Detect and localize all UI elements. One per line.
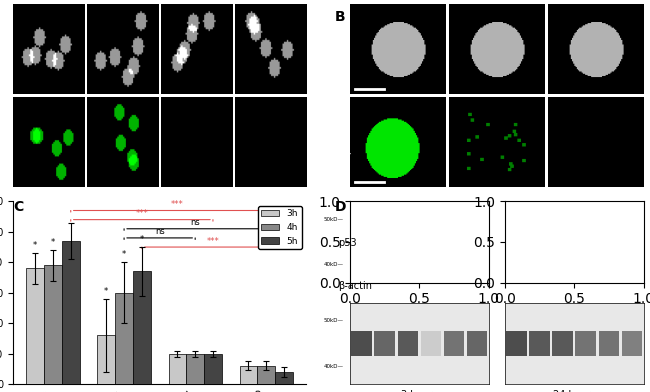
Bar bbox=[398, 230, 418, 254]
Text: C: C bbox=[13, 200, 23, 214]
Title: Cisplatin: Cisplatin bbox=[32, 0, 66, 3]
Text: *: * bbox=[104, 287, 109, 296]
Text: A: A bbox=[13, 10, 24, 24]
Bar bbox=[62, 241, 80, 384]
Text: 50kD—: 50kD— bbox=[323, 318, 343, 323]
Bar bbox=[44, 265, 62, 384]
Text: 40kD—: 40kD— bbox=[323, 262, 343, 267]
Bar bbox=[443, 331, 464, 356]
Bar bbox=[621, 331, 642, 356]
Y-axis label: γH2AX: γH2AX bbox=[1, 129, 10, 155]
Bar bbox=[352, 230, 372, 254]
Bar bbox=[374, 331, 395, 356]
Title: Untreated: Untreated bbox=[177, 0, 216, 3]
Bar bbox=[552, 230, 573, 254]
Bar bbox=[398, 331, 418, 356]
Bar bbox=[240, 366, 257, 384]
Bar bbox=[529, 331, 550, 356]
Bar bbox=[443, 230, 464, 254]
Bar bbox=[27, 269, 44, 384]
Text: ***: *** bbox=[207, 236, 219, 245]
Bar bbox=[275, 372, 293, 384]
X-axis label: 24 hours: 24 hours bbox=[553, 390, 596, 392]
Bar bbox=[575, 230, 596, 254]
Y-axis label: DAPI: DAPI bbox=[343, 40, 352, 58]
Bar bbox=[204, 354, 222, 384]
Text: p53: p53 bbox=[338, 238, 357, 248]
Text: 40kD—: 40kD— bbox=[323, 364, 343, 369]
Bar bbox=[599, 230, 619, 254]
Text: D: D bbox=[335, 200, 346, 214]
Bar bbox=[187, 354, 204, 384]
Bar bbox=[98, 336, 115, 384]
Bar bbox=[421, 331, 441, 356]
Text: β-actin: β-actin bbox=[338, 281, 372, 291]
Text: ns: ns bbox=[190, 218, 200, 227]
X-axis label: 3 hours: 3 hours bbox=[401, 390, 438, 392]
Bar bbox=[115, 293, 133, 384]
Text: ***: *** bbox=[171, 200, 184, 209]
Text: ns: ns bbox=[155, 227, 164, 236]
Bar bbox=[575, 331, 596, 356]
Title: Cisplatin: Cisplatin bbox=[381, 0, 415, 3]
Bar bbox=[467, 230, 488, 254]
Y-axis label: DAPI: DAPI bbox=[1, 40, 10, 58]
Bar bbox=[374, 230, 395, 254]
Bar bbox=[467, 331, 488, 356]
Bar bbox=[257, 366, 275, 384]
Text: *: * bbox=[140, 235, 144, 244]
Bar bbox=[599, 331, 619, 356]
Bar bbox=[506, 331, 527, 356]
Text: *: * bbox=[33, 241, 37, 250]
Text: *: * bbox=[122, 250, 126, 259]
Text: ***: *** bbox=[135, 209, 148, 218]
Bar bbox=[421, 230, 441, 254]
Title: Oxaliplatin: Oxaliplatin bbox=[102, 0, 144, 3]
Bar bbox=[552, 331, 573, 356]
Text: 50kD—: 50kD— bbox=[323, 217, 343, 222]
Legend: 3h, 4h, 5h: 3h, 4h, 5h bbox=[258, 206, 302, 249]
Bar bbox=[621, 230, 642, 254]
Title: Untreated: Untreated bbox=[577, 0, 615, 3]
Bar bbox=[529, 230, 550, 254]
Bar bbox=[506, 230, 527, 254]
Bar bbox=[352, 331, 372, 356]
Bar bbox=[133, 271, 151, 384]
Bar bbox=[168, 354, 187, 384]
Y-axis label: γH2AX: γH2AX bbox=[343, 129, 352, 155]
Title: Oxaliplatin: Oxaliplatin bbox=[476, 0, 518, 3]
Title: ActD: ActD bbox=[261, 0, 280, 3]
Text: B: B bbox=[335, 10, 345, 24]
Text: *: * bbox=[51, 238, 55, 247]
